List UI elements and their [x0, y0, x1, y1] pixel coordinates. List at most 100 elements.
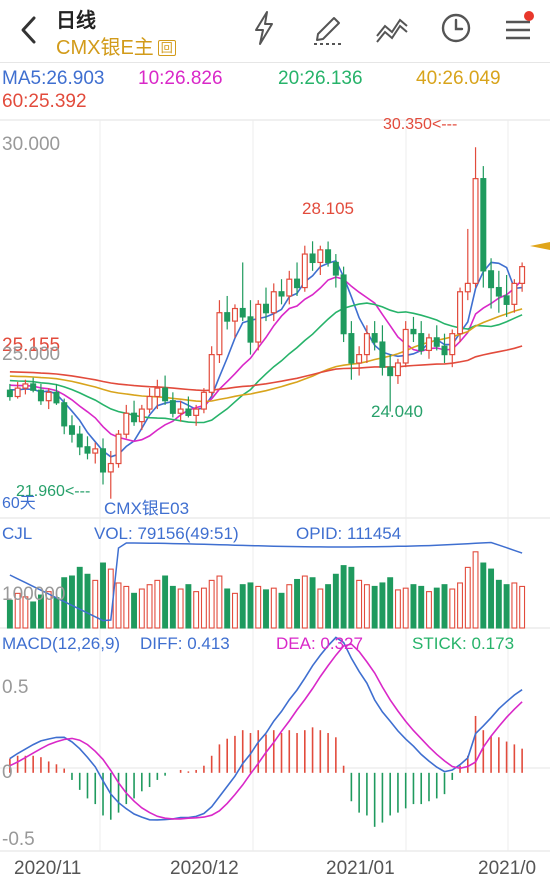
- candle-body: [53, 391, 60, 404]
- menu-icon[interactable]: [498, 8, 538, 48]
- x-label-2020-11: 2020/11: [14, 858, 81, 879]
- volume-bar: [84, 573, 91, 629]
- volume-value: VOL: 79156(49:51): [94, 524, 239, 543]
- volume-bar: [332, 573, 339, 629]
- candle: [138, 404, 145, 431]
- candle-body: [394, 362, 401, 377]
- indicator-icon[interactable]: [372, 8, 412, 48]
- candle: [30, 377, 37, 393]
- candle: [418, 321, 425, 355]
- instrument-name[interactable]: CMX银E主回: [56, 31, 176, 60]
- candle: [37, 383, 44, 405]
- volume-bar: [348, 566, 355, 629]
- volume-bar: [363, 584, 370, 629]
- pencil-icon[interactable]: [308, 8, 348, 48]
- candle-body: [379, 341, 386, 368]
- candle: [503, 275, 510, 317]
- candle: [309, 241, 316, 271]
- candle-body: [286, 278, 293, 297]
- candle-body: [30, 383, 37, 391]
- volume-bar: [247, 582, 254, 629]
- candle: [340, 266, 347, 343]
- candle: [185, 396, 192, 418]
- candle: [480, 166, 487, 288]
- x-label-2021-01: 2021/01: [326, 858, 395, 879]
- volume-bar: [286, 584, 293, 629]
- period-label: 60天: [2, 495, 36, 512]
- candle: [177, 400, 184, 422]
- page-title: 日线: [56, 10, 96, 32]
- volume-bar: [394, 589, 401, 629]
- macd-diff-value: DIFF: 0.413: [140, 634, 230, 653]
- volume-bar: [69, 575, 75, 629]
- macd-axis-label-0: 0: [2, 762, 13, 783]
- volume-bar: [239, 584, 246, 629]
- top-bar: 日线 CMX银E主回: [0, 0, 550, 62]
- volume-lines: [9, 541, 523, 622]
- candle: [193, 404, 200, 426]
- macd-bars: [9, 715, 523, 827]
- volume-bar: [6, 599, 13, 629]
- header-divider: [0, 62, 550, 63]
- candle-body: [387, 366, 394, 377]
- instrument-label: CMX银E主: [56, 37, 154, 59]
- candle-body: [301, 253, 308, 289]
- candle: [317, 245, 324, 276]
- candle-body: [511, 282, 518, 305]
- volume-bar: [100, 562, 106, 629]
- candle-body: [457, 291, 464, 335]
- volume-bar: [371, 585, 378, 629]
- volume-bar: [418, 585, 425, 629]
- candle-body: [107, 462, 114, 473]
- volume-bar: [45, 591, 52, 629]
- price-label-25155: 25.155: [2, 335, 60, 356]
- volume-bar: [488, 568, 495, 629]
- price-label-25: 25.000: [2, 344, 60, 365]
- peak-price-label: 28.105: [302, 199, 354, 218]
- candle-body: [317, 249, 324, 264]
- candle: [131, 400, 138, 426]
- main-contract-badge: 回: [157, 40, 176, 56]
- candle-body: [208, 354, 215, 393]
- candle: [441, 333, 448, 363]
- candle-body: [162, 387, 169, 402]
- volume-bar: [169, 585, 176, 629]
- lightning-icon[interactable]: [244, 8, 284, 48]
- candle: [472, 147, 479, 288]
- candle: [231, 304, 238, 338]
- volume-bar: [309, 577, 316, 629]
- candle-body: [294, 278, 301, 289]
- back-arrow-icon[interactable]: [14, 12, 44, 48]
- candle-body: [441, 345, 448, 356]
- candles: [6, 147, 526, 499]
- candle-body: [425, 337, 432, 352]
- candle-body: [332, 261, 339, 276]
- clock-icon[interactable]: [436, 8, 476, 48]
- macd-dea-value: DEA: 0.327: [276, 634, 363, 653]
- candle: [325, 241, 332, 267]
- ma40-label: 40:26.049: [416, 68, 501, 89]
- candle-body: [309, 253, 316, 264]
- volume-bar: [433, 587, 440, 629]
- candle-body: [402, 328, 409, 364]
- candle-body: [433, 337, 440, 347]
- candle: [457, 287, 464, 343]
- min-price-label: 21.960<---: [16, 483, 90, 500]
- volume-bar: [255, 585, 262, 629]
- macd-axis-label-neg05: -0.5: [2, 829, 35, 850]
- candle: [387, 354, 394, 412]
- volume-bar: [480, 562, 487, 629]
- candle-body: [193, 408, 200, 416]
- candle-body: [61, 402, 68, 427]
- candle: [449, 329, 456, 368]
- candle: [208, 346, 215, 397]
- volume-bar: [387, 577, 394, 629]
- volume-bar: [464, 566, 471, 629]
- candle: [68, 415, 75, 443]
- macd-dea-line: [9, 643, 523, 820]
- macd-stick-value: STICK: 0.173: [412, 634, 514, 653]
- candle-body: [371, 333, 378, 343]
- candle: [301, 245, 308, 292]
- volume-bar: [131, 592, 138, 629]
